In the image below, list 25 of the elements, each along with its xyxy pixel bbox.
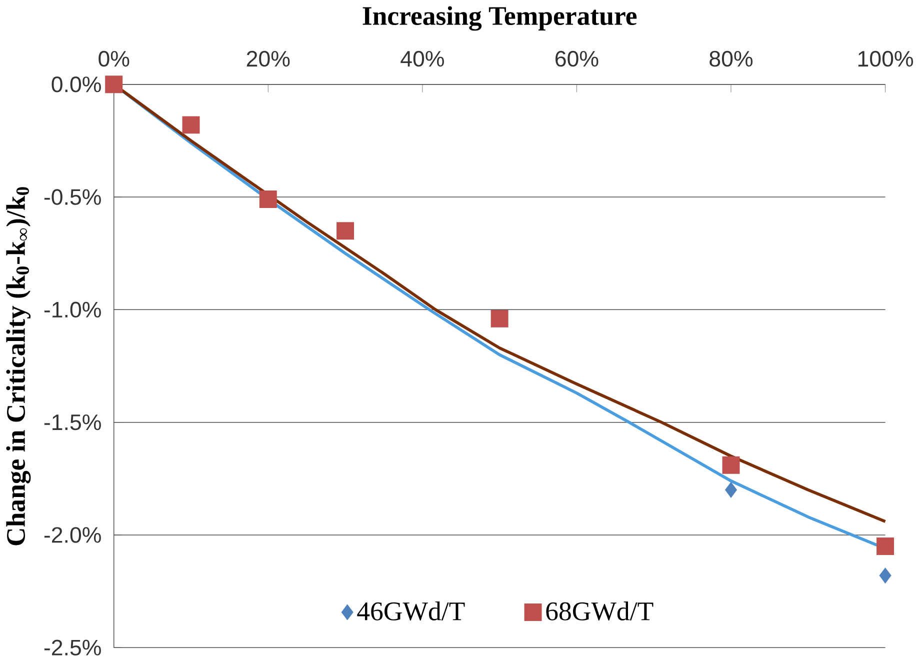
y-tick-label: -2.5% [44,640,101,656]
y-tick-label: -1.5% [44,414,101,430]
legend-label: 46GWd/T [357,602,465,621]
y-axis-title: Change in Criticality (k$_{0}$-k$_{∞}$)/k$_{0}$ [6,187,31,546]
x-tick-label: 100% [858,51,913,67]
point [876,538,894,556]
point [336,222,354,240]
x-tick-label: 0% [98,51,130,67]
y-tick-label: -2.0% [44,527,101,543]
x-tick-label: 80% [710,51,753,67]
point [259,190,277,208]
point [879,568,892,584]
x-axis-title: Increasing Temperature [362,6,637,31]
legend-label: 68GWd/T [546,602,654,621]
point [722,456,740,474]
point [490,310,508,328]
y-tick-label: -0.5% [44,189,101,206]
y-tick-label: 0.0% [52,76,101,92]
x-tick-label: 20% [246,51,290,67]
point [182,116,200,134]
point [105,76,123,94]
y-tick-label: -1.0% [44,302,101,318]
x-tick-label: 60% [556,51,598,67]
point [725,482,737,498]
x-tick-label: 40% [400,51,444,67]
